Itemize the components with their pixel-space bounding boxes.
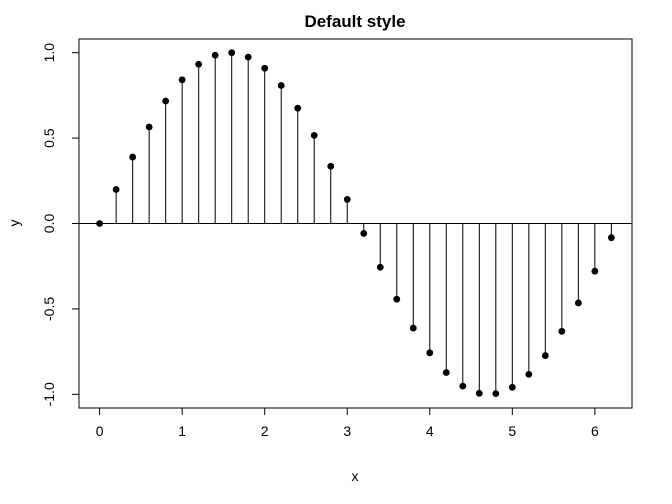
- data-point: [574, 299, 582, 307]
- y-tick-label: 1.0: [41, 43, 57, 63]
- data-point: [277, 82, 285, 89]
- y-axis: -1.0 -0.5 0.0 0.5 1.0: [41, 43, 80, 406]
- data-point: [558, 327, 566, 335]
- y-tick-label: -0.5: [41, 297, 57, 321]
- data-point: [178, 76, 186, 84]
- data-point: [492, 390, 500, 398]
- data-point: [541, 352, 549, 359]
- data-point: [442, 369, 450, 376]
- data-point: [129, 153, 137, 161]
- data-point: [112, 186, 120, 193]
- data-point: [475, 389, 483, 397]
- data-point: [244, 53, 252, 61]
- x-tick-label: 2: [261, 423, 269, 439]
- x-tick-label: 1: [178, 423, 186, 439]
- data-point: [360, 230, 368, 237]
- x-tick-label: 3: [343, 423, 351, 439]
- x-tick-label: 5: [508, 423, 516, 439]
- stems-group: [115, 52, 612, 394]
- data-point: [228, 49, 236, 57]
- data-point: [591, 267, 599, 275]
- x-tick-label: 0: [96, 423, 104, 439]
- data-point: [508, 383, 516, 391]
- x-axis-label: x: [352, 468, 359, 484]
- data-point: [525, 370, 533, 378]
- data-point: [459, 382, 467, 390]
- data-point: [211, 51, 219, 59]
- data-point: [426, 349, 434, 357]
- points-group: [96, 49, 615, 398]
- data-point: [261, 64, 269, 72]
- x-tick-label: 4: [426, 423, 434, 439]
- x-axis: 0 1 2 3 4 5 6: [96, 407, 599, 439]
- data-point: [310, 131, 318, 139]
- x-tick-label: 6: [591, 423, 599, 439]
- data-point: [145, 123, 153, 131]
- data-point: [393, 295, 401, 303]
- data-point: [96, 220, 104, 227]
- chart-title: Default style: [304, 12, 405, 31]
- y-axis-label: y: [6, 220, 22, 227]
- data-point: [162, 97, 170, 105]
- data-point: [294, 104, 302, 112]
- data-point: [343, 196, 351, 203]
- y-tick-label: 0.5: [41, 128, 57, 148]
- data-point: [607, 234, 615, 242]
- y-tick-label: 0.0: [41, 214, 57, 234]
- data-point: [376, 263, 384, 271]
- data-point: [195, 60, 203, 68]
- data-point: [409, 324, 417, 332]
- data-point: [327, 162, 335, 170]
- y-tick-label: -1.0: [41, 382, 57, 406]
